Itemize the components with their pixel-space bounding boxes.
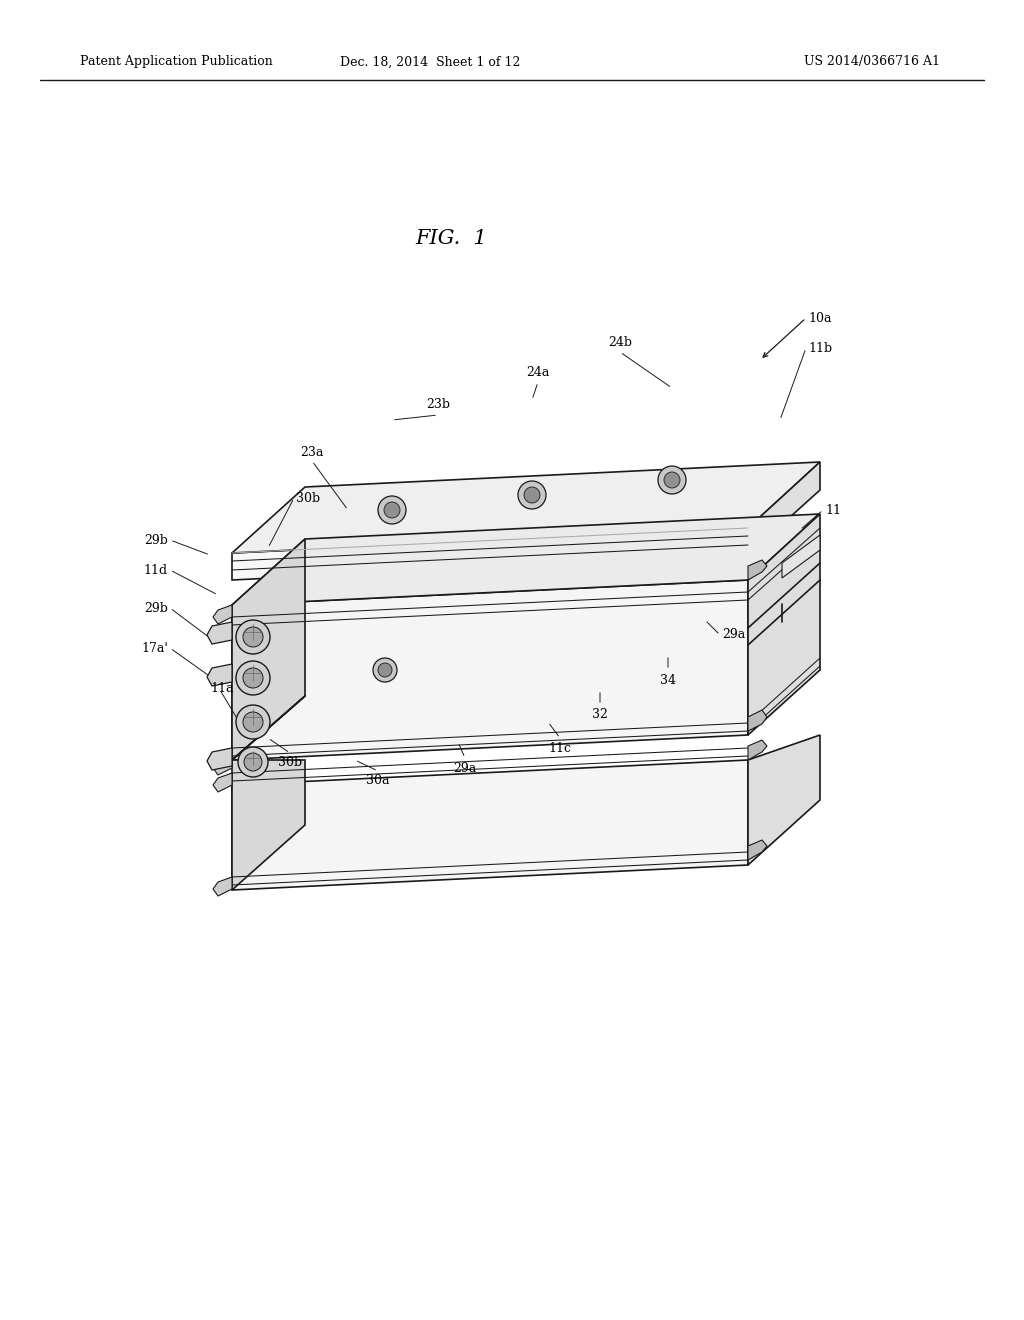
- Circle shape: [524, 487, 540, 503]
- Text: 11d: 11d: [144, 564, 168, 577]
- Text: 29a: 29a: [722, 628, 745, 642]
- Circle shape: [373, 657, 397, 682]
- Text: 11a: 11a: [210, 681, 233, 694]
- Text: US 2014/0366716 A1: US 2014/0366716 A1: [804, 55, 940, 69]
- Circle shape: [658, 466, 686, 494]
- Polygon shape: [748, 741, 767, 760]
- Text: 32: 32: [592, 708, 608, 721]
- Polygon shape: [213, 876, 232, 896]
- Polygon shape: [232, 539, 305, 760]
- Text: 23a: 23a: [300, 446, 324, 458]
- Text: 24a: 24a: [526, 366, 550, 379]
- Text: 11: 11: [825, 503, 841, 516]
- Polygon shape: [782, 535, 820, 578]
- Circle shape: [378, 496, 406, 524]
- Circle shape: [664, 473, 680, 488]
- Circle shape: [243, 627, 263, 647]
- Polygon shape: [213, 605, 232, 624]
- Text: 10a: 10a: [808, 312, 831, 325]
- Polygon shape: [207, 748, 232, 770]
- Polygon shape: [232, 760, 748, 890]
- Polygon shape: [232, 760, 305, 890]
- Text: 17a': 17a': [141, 642, 168, 655]
- Polygon shape: [748, 513, 820, 735]
- Circle shape: [518, 480, 546, 510]
- Circle shape: [378, 663, 392, 677]
- Text: 23b: 23b: [426, 399, 450, 412]
- Text: 11c: 11c: [549, 742, 571, 755]
- Polygon shape: [207, 622, 232, 644]
- Text: 29b: 29b: [144, 602, 168, 615]
- Polygon shape: [213, 756, 232, 775]
- Circle shape: [244, 752, 262, 771]
- Text: Dec. 18, 2014  Sheet 1 of 12: Dec. 18, 2014 Sheet 1 of 12: [340, 55, 520, 69]
- Text: FIG.  1: FIG. 1: [415, 228, 486, 248]
- Circle shape: [238, 747, 268, 777]
- Polygon shape: [232, 513, 820, 605]
- Polygon shape: [213, 774, 232, 792]
- Text: 29a: 29a: [454, 762, 476, 775]
- Text: 30a: 30a: [367, 774, 390, 787]
- Circle shape: [236, 705, 270, 739]
- Polygon shape: [232, 579, 748, 760]
- Circle shape: [243, 668, 263, 688]
- Polygon shape: [748, 710, 767, 731]
- Text: 24b: 24b: [608, 335, 632, 348]
- Text: Patent Application Publication: Patent Application Publication: [80, 55, 272, 69]
- Text: 29b: 29b: [144, 533, 168, 546]
- Text: 34: 34: [660, 673, 676, 686]
- Text: 11b: 11b: [808, 342, 833, 355]
- Polygon shape: [748, 840, 767, 861]
- Circle shape: [384, 502, 400, 517]
- Polygon shape: [232, 528, 748, 579]
- Polygon shape: [748, 560, 767, 579]
- Circle shape: [236, 661, 270, 696]
- Circle shape: [236, 620, 270, 653]
- Text: 30b: 30b: [296, 491, 321, 504]
- Circle shape: [243, 711, 263, 733]
- Polygon shape: [748, 735, 820, 865]
- Polygon shape: [207, 664, 232, 686]
- Polygon shape: [232, 462, 820, 553]
- Polygon shape: [748, 462, 820, 554]
- Text: 30b: 30b: [278, 755, 302, 768]
